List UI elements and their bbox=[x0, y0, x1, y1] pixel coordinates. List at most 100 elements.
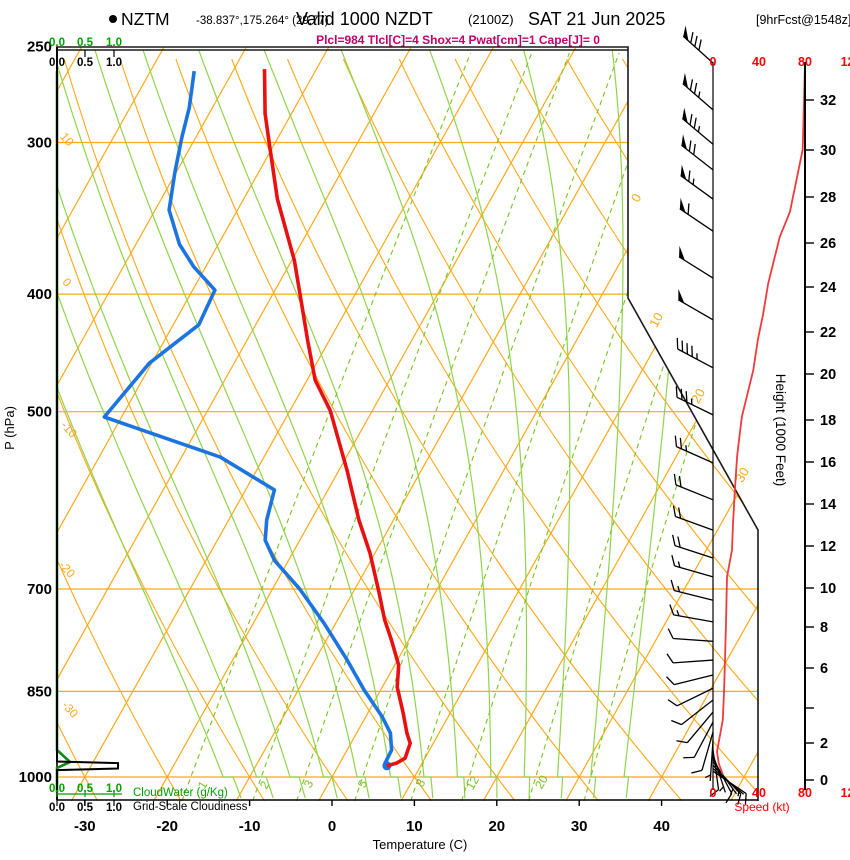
dry-adiabat-label--20: -20 bbox=[56, 558, 78, 580]
mixing-ratio-label-5: 5 bbox=[355, 777, 371, 790]
temp-tick-label-0: 0 bbox=[328, 818, 336, 835]
top-cloudiness-label-2: 1.0 bbox=[106, 57, 122, 69]
height-tick-label-20: 20 bbox=[820, 367, 836, 383]
temp-tick-label--30: -30 bbox=[74, 818, 96, 835]
wind-barb-660 bbox=[672, 534, 714, 559]
moist-adiabat-36 bbox=[623, 49, 689, 799]
dry-adiabat-0 bbox=[57, 58, 349, 801]
height-tick-label-10: 10 bbox=[820, 581, 836, 597]
top-cloudiness-label-1: 0.5 bbox=[77, 57, 94, 69]
speed-tick-top-120: 120 bbox=[841, 55, 850, 69]
moist-adiabat-20 bbox=[340, 49, 498, 799]
moist-adiabat-0 bbox=[57, 49, 338, 799]
speed-tick-bottom-40: 40 bbox=[752, 786, 766, 800]
speed-line bbox=[716, 62, 806, 775]
height-tick-label-0: 0 bbox=[820, 773, 828, 789]
height-tick-label-26: 26 bbox=[820, 236, 836, 252]
wind-barb-901 bbox=[683, 721, 714, 759]
isotherm-40 bbox=[647, 47, 758, 801]
moist-adiabat-lines bbox=[57, 49, 689, 799]
height-tick-label-8: 8 bbox=[820, 620, 828, 636]
dry-adiabat-10 bbox=[63, 58, 432, 801]
cloudiness-profile-line bbox=[56, 46, 119, 801]
mixing-ratio-label-3: 3 bbox=[301, 777, 317, 790]
wind-barb-845 bbox=[667, 687, 714, 707]
valid-time-utc: (2100Z) bbox=[468, 12, 514, 27]
mixing-ratio-lines bbox=[181, 52, 758, 801]
moist-adiabat--4 bbox=[57, 49, 306, 799]
pressure-label-300: 300 bbox=[27, 135, 52, 152]
mixing-ratio-2 bbox=[252, 52, 533, 801]
wind-barb-388 bbox=[678, 245, 714, 279]
moist-adiabat--8 bbox=[57, 49, 274, 799]
moist-adiabat-8 bbox=[142, 49, 402, 799]
wind-barb-334 bbox=[680, 164, 714, 200]
height-tick-label-6: 6 bbox=[820, 661, 828, 677]
wind-barb-503 bbox=[675, 386, 714, 416]
pressure-label-400: 400 bbox=[27, 286, 52, 303]
mixing-ratio-label-8: 8 bbox=[413, 776, 429, 789]
isotherm-label-0: 0 bbox=[628, 191, 645, 205]
station-coords: -38.837°,175.264° (29,77) bbox=[196, 15, 329, 27]
moist-adiabat--12 bbox=[57, 49, 242, 799]
sounding-params-line: Plcl=984 Tlcl[C]=4 Shox=4 Pwat[cm]=1 Cap… bbox=[316, 33, 600, 47]
moist-adiabat-4 bbox=[94, 49, 370, 799]
dry-adiabat-40 bbox=[231, 58, 683, 801]
dewpoint-line bbox=[102, 70, 394, 767]
pressure-label-1000: 1000 bbox=[19, 769, 52, 786]
height-tick-label-16: 16 bbox=[820, 455, 836, 471]
temp-tick-label-40: 40 bbox=[653, 818, 670, 835]
height-tick-label-32: 32 bbox=[820, 93, 836, 109]
isotherm-20 bbox=[482, 47, 758, 801]
isotherm-10 bbox=[400, 47, 758, 801]
wind-barb-551 bbox=[674, 435, 714, 464]
dry-adiabat-140 bbox=[790, 59, 850, 199]
model-name: NZTM bbox=[121, 9, 170, 29]
wind-barb-316 bbox=[681, 134, 714, 171]
temp-tick-label-20: 20 bbox=[488, 818, 505, 835]
dry-adiabat-30 bbox=[175, 58, 599, 801]
wind-barb-918 bbox=[691, 731, 714, 774]
pressure-axis-title: P (hPa) bbox=[2, 406, 17, 450]
speed-tick-bottom-120: 120 bbox=[841, 786, 850, 800]
wind-barb-715 bbox=[670, 579, 714, 601]
height-tick-label-18: 18 bbox=[820, 413, 836, 429]
dry-adiabat-60 bbox=[342, 58, 758, 801]
wind-barb-884 bbox=[676, 711, 714, 744]
mixing-ratio-12 bbox=[461, 52, 711, 801]
speed-axis-title: Speed (kt) bbox=[734, 800, 789, 814]
speed-tick-bottom-80: 80 bbox=[798, 786, 812, 800]
wind-barb-801 bbox=[666, 653, 714, 664]
speed-tick-top-80: 80 bbox=[798, 55, 812, 69]
dry-adiabat-20 bbox=[119, 58, 516, 801]
speed-tick-top-0: 0 bbox=[710, 55, 717, 69]
moist-adiabat-28 bbox=[523, 49, 571, 799]
dry-adiabat-label--30: -30 bbox=[59, 698, 81, 720]
axes: -30 -20 -10 0 10 20 30 402503004005007008501000… bbox=[19, 37, 850, 835]
wind-barb-591 bbox=[673, 473, 714, 501]
isobar-lines bbox=[57, 141, 758, 778]
top-cloudwater-label-1: 0.5 bbox=[77, 37, 94, 49]
temperature-axis-title: Temperature (C) bbox=[373, 837, 468, 852]
wind-barb-824 bbox=[666, 674, 714, 686]
top-cloudwater-label-0: 0.0 bbox=[49, 37, 65, 49]
height-axis-title: Height (1000 Feet) bbox=[773, 374, 788, 487]
valid-time: Valid 1000 NZDT bbox=[296, 9, 433, 29]
axis-titles: Temperature (C) P (hPa) Height (1000 Fee… bbox=[2, 374, 790, 852]
wind-barb-773 bbox=[667, 628, 714, 642]
pressure-label-850: 850 bbox=[27, 683, 52, 700]
wind-barb-355 bbox=[679, 197, 714, 232]
plot-border bbox=[56, 46, 759, 801]
height-tick-label-30: 30 bbox=[820, 143, 836, 159]
temperature-curve bbox=[262, 69, 412, 768]
bottom-cloudiness-label-0: 0.0 bbox=[49, 802, 65, 814]
speed-tick-bottom-0: 0 bbox=[710, 786, 717, 800]
cloudwater-scale-title: CloudWater (g/Kg) bbox=[133, 787, 228, 799]
mixing-ratio-5 bbox=[354, 52, 620, 801]
pressure-label-500: 500 bbox=[27, 404, 52, 421]
bottom-cloudiness-label-2: 1.0 bbox=[106, 802, 122, 814]
isotherm--10 bbox=[235, 47, 659, 801]
dry-adiabat-50 bbox=[286, 58, 758, 801]
